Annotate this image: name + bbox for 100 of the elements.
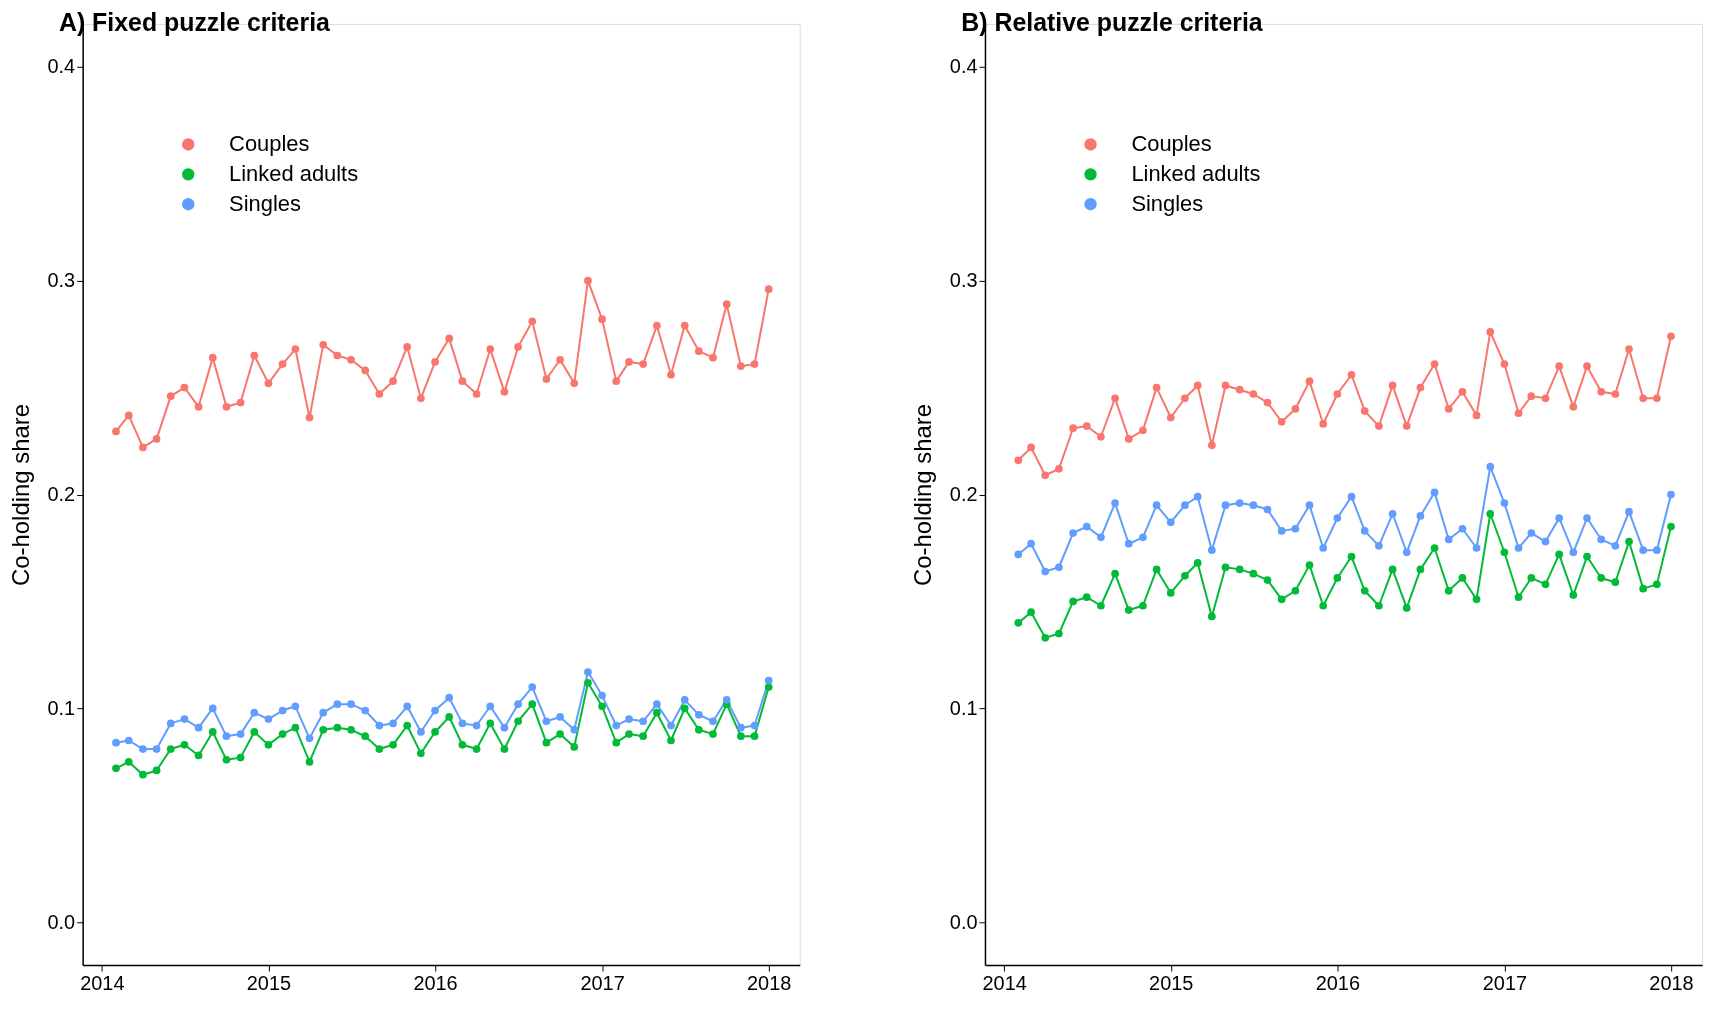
point xyxy=(542,375,551,383)
point xyxy=(347,355,355,364)
point xyxy=(1181,394,1189,403)
point xyxy=(472,390,481,398)
point xyxy=(695,710,703,719)
point xyxy=(1639,394,1648,403)
point xyxy=(431,358,439,366)
point xyxy=(222,402,231,411)
point xyxy=(278,706,287,715)
point xyxy=(680,696,689,704)
point xyxy=(750,360,759,368)
point xyxy=(1027,539,1035,548)
point xyxy=(389,377,397,386)
point xyxy=(1277,417,1286,426)
y-tick-label: 0.4 xyxy=(47,55,76,78)
point xyxy=(667,736,675,745)
point xyxy=(375,390,384,398)
point xyxy=(1193,492,1202,501)
point xyxy=(1166,518,1175,527)
point xyxy=(709,353,717,362)
point xyxy=(1082,422,1091,430)
point xyxy=(722,300,731,308)
point xyxy=(180,383,189,392)
point xyxy=(556,730,564,738)
point xyxy=(472,745,481,753)
y-tick-label: 0.3 xyxy=(47,269,76,292)
point xyxy=(417,749,425,758)
point xyxy=(1472,411,1481,420)
point xyxy=(1221,381,1230,390)
point xyxy=(1082,522,1091,531)
point xyxy=(528,700,537,708)
point xyxy=(556,355,564,364)
point xyxy=(403,721,412,730)
point xyxy=(236,398,245,407)
point xyxy=(1653,580,1661,589)
point xyxy=(458,740,467,749)
point xyxy=(1514,544,1523,552)
point xyxy=(1402,548,1411,557)
point xyxy=(319,725,328,734)
point xyxy=(1221,501,1230,510)
point xyxy=(1569,402,1578,411)
point xyxy=(1527,529,1536,537)
point xyxy=(1444,586,1453,595)
point xyxy=(639,732,648,741)
x-tick-label: 2016 xyxy=(413,971,458,994)
point xyxy=(1583,514,1591,522)
point xyxy=(695,725,703,734)
point xyxy=(166,392,175,400)
point xyxy=(124,411,133,420)
point xyxy=(1653,394,1661,403)
point xyxy=(236,753,245,762)
point xyxy=(458,377,467,386)
point xyxy=(709,717,717,726)
point xyxy=(1333,390,1342,398)
legend-label: Linked adults xyxy=(1131,161,1261,187)
point xyxy=(347,700,355,708)
point xyxy=(1235,565,1244,574)
point xyxy=(1625,507,1633,516)
point xyxy=(431,728,439,736)
point xyxy=(1041,471,1050,480)
point xyxy=(1375,422,1383,430)
point xyxy=(180,740,189,749)
point xyxy=(1249,390,1258,398)
point xyxy=(124,758,133,766)
point xyxy=(208,728,217,736)
point xyxy=(347,725,355,734)
point xyxy=(1375,601,1383,610)
x-tick-label: 2017 xyxy=(1482,971,1528,994)
point xyxy=(1277,595,1286,604)
point xyxy=(1041,567,1050,576)
point xyxy=(112,427,120,436)
point xyxy=(278,730,287,738)
point xyxy=(486,702,495,711)
point xyxy=(417,394,425,403)
point xyxy=(528,683,537,691)
point xyxy=(1430,544,1439,552)
legend-label: Singles xyxy=(1131,191,1204,217)
point xyxy=(152,745,161,753)
point xyxy=(361,732,370,741)
point xyxy=(584,276,592,285)
point xyxy=(1152,565,1161,574)
point xyxy=(1166,589,1175,597)
point xyxy=(139,443,147,452)
point xyxy=(1541,537,1550,546)
point xyxy=(1263,576,1272,584)
point xyxy=(1458,524,1467,533)
point xyxy=(403,343,412,351)
point xyxy=(1111,499,1119,507)
point xyxy=(1555,514,1564,522)
point xyxy=(1193,559,1202,567)
y-axis-title: Co-holding share xyxy=(908,404,936,586)
point xyxy=(445,713,454,721)
point xyxy=(1111,394,1119,403)
point xyxy=(112,738,120,747)
point xyxy=(1541,580,1550,589)
point xyxy=(208,353,217,362)
point xyxy=(1625,345,1633,353)
point xyxy=(1207,441,1216,450)
point xyxy=(1611,578,1620,587)
point xyxy=(1416,383,1425,392)
